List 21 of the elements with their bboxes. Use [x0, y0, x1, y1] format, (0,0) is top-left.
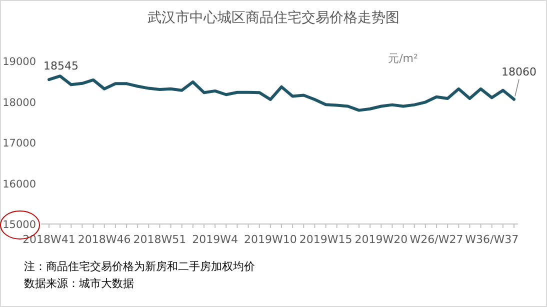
data-label: 18545	[44, 60, 78, 73]
x-tick-label: 2018W46	[78, 233, 131, 246]
source-note: 数据来源：城市大数据	[24, 277, 134, 290]
text: 注：商品住宅交易价格为新房和二手房加权均价	[24, 260, 255, 273]
x-tick-label: 2019W4	[192, 233, 238, 246]
x-tick-label: 2018W51	[133, 233, 186, 246]
x-tick-label: W26/W27	[410, 233, 464, 246]
data-label: 18060	[502, 65, 536, 78]
y-axis-title: 元/m²	[388, 52, 418, 65]
y-tick-label: 19000	[2, 56, 36, 68]
x-tick-label: W36/W37	[465, 233, 519, 246]
x-tick-label: 2019W20	[354, 233, 408, 246]
y-tick-label: 15000	[2, 219, 36, 231]
chart-title: 武汉市中心城区商品住宅交易价格走势图	[148, 10, 400, 26]
y-tick-label: 18000	[2, 96, 36, 109]
x-tick-label: 2019W15	[299, 233, 352, 246]
y-tick-label: 16000	[2, 178, 36, 190]
x-tick-label: 2019W10	[244, 233, 297, 246]
line-series	[48, 74, 516, 112]
y-tick-label: 17000	[2, 138, 36, 150]
x-tick-label: 2018W41	[22, 233, 76, 246]
